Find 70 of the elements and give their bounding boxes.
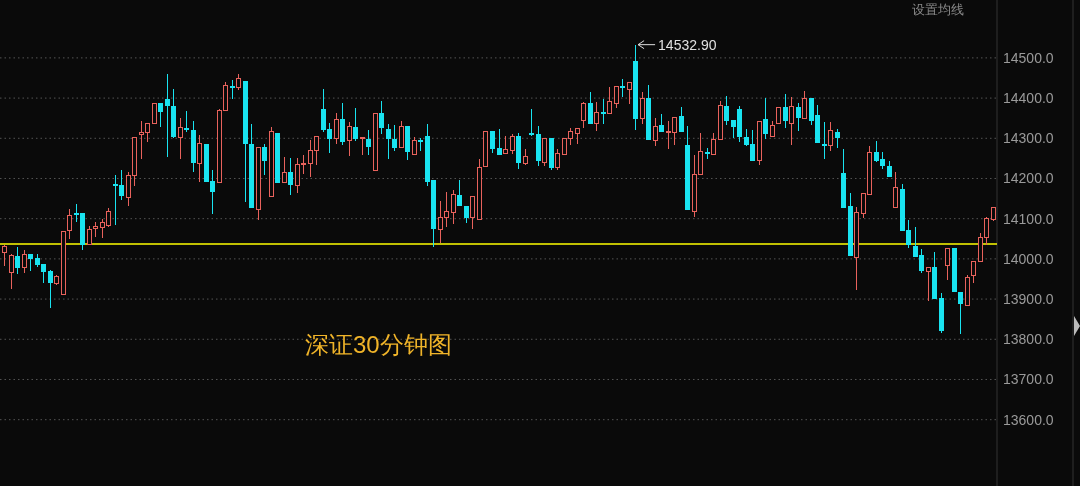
candlestick xyxy=(67,208,72,240)
candlestick xyxy=(48,269,53,309)
candlestick xyxy=(340,102,345,146)
candlestick xyxy=(783,93,788,129)
candlestick xyxy=(282,156,287,184)
candlestick xyxy=(510,133,515,155)
candlestick xyxy=(230,79,235,100)
candlestick xyxy=(9,253,14,290)
candlestick xyxy=(529,108,534,137)
candlestick xyxy=(262,143,267,176)
candlestick xyxy=(971,260,976,284)
candlestick xyxy=(490,130,495,154)
y-tick-label: 14300.0 xyxy=(1003,130,1054,147)
y-tick-label: 13800.0 xyxy=(1003,331,1054,348)
candlestick xyxy=(802,90,807,120)
candlestick xyxy=(366,129,371,156)
candlestick xyxy=(893,171,898,209)
candlestick xyxy=(835,128,840,149)
candlestick xyxy=(724,95,729,126)
candlestick xyxy=(386,123,391,160)
candlestick xyxy=(184,110,189,133)
candlestick xyxy=(588,91,593,125)
candlestick xyxy=(763,97,768,140)
candlestick xyxy=(542,137,547,167)
candlestick xyxy=(945,247,950,281)
y-tick-label: 13700.0 xyxy=(1003,371,1054,388)
y-tick-label: 14200.0 xyxy=(1003,170,1054,187)
y-tick-label: 14500.0 xyxy=(1003,49,1054,66)
candlestick xyxy=(165,73,170,158)
candlestick xyxy=(796,102,801,132)
candlestick xyxy=(470,195,475,230)
y-tick-label: 14400.0 xyxy=(1003,89,1054,106)
candlestick xyxy=(399,120,404,149)
candlestick xyxy=(614,85,619,109)
candlestick xyxy=(627,81,632,105)
candlestick xyxy=(601,98,606,125)
candlestick xyxy=(347,121,352,157)
candlestick xyxy=(555,148,560,171)
candlestick xyxy=(789,96,794,146)
y-tick-label: 13600.0 xyxy=(1003,411,1054,428)
candlestick xyxy=(679,106,684,133)
candlestick xyxy=(822,121,827,160)
candlestick xyxy=(958,291,963,335)
candlestick xyxy=(2,244,7,267)
candlestick xyxy=(581,101,586,129)
y-tick-label: 14000.0 xyxy=(1003,250,1054,267)
candlestick xyxy=(457,179,462,207)
candlestick xyxy=(15,246,20,275)
candlestick xyxy=(22,249,27,274)
candlestick xyxy=(653,117,658,147)
annotation: 设置均线 xyxy=(912,2,964,17)
candlestick xyxy=(926,266,931,302)
candlestick xyxy=(828,121,833,152)
y-tick-label: 14100.0 xyxy=(1003,210,1054,227)
candlestick xyxy=(497,128,502,156)
candlestick xyxy=(353,107,358,142)
candlestick xyxy=(379,100,384,135)
candlestick xyxy=(178,117,183,160)
candlestick xyxy=(392,124,397,152)
candlestick xyxy=(197,134,202,183)
candlestick xyxy=(607,86,612,115)
text: 深证30分钟图 xyxy=(305,331,452,358)
y-tick-label: 13900.0 xyxy=(1003,290,1054,307)
candlestick xyxy=(334,112,339,145)
annotation: 14532.90 xyxy=(658,36,717,53)
candlestick xyxy=(451,189,456,225)
candlestick xyxy=(640,91,645,125)
candlestick xyxy=(594,101,599,132)
candlestick xyxy=(158,102,163,128)
candlestick xyxy=(288,157,293,196)
